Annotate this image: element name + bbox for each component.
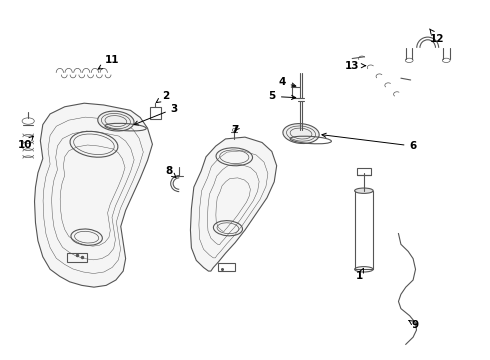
Polygon shape — [34, 103, 152, 287]
Text: 11: 11 — [98, 55, 120, 69]
Bar — [67, 253, 87, 262]
Ellipse shape — [355, 188, 373, 193]
Ellipse shape — [98, 111, 134, 131]
Text: 6: 6 — [322, 133, 416, 151]
Bar — [355, 191, 373, 269]
Text: 10: 10 — [18, 136, 33, 150]
Text: 7: 7 — [232, 125, 239, 135]
Text: 9: 9 — [409, 320, 419, 330]
Bar — [357, 168, 371, 175]
Text: 8: 8 — [165, 166, 176, 177]
Polygon shape — [191, 137, 277, 271]
Text: 2: 2 — [156, 91, 169, 103]
Text: 5: 5 — [269, 91, 295, 102]
Bar — [150, 107, 161, 118]
Bar — [218, 263, 235, 271]
Text: 13: 13 — [345, 61, 366, 71]
Ellipse shape — [283, 123, 319, 144]
Text: 12: 12 — [430, 29, 445, 44]
Text: 1: 1 — [356, 268, 364, 282]
Text: 4: 4 — [278, 77, 296, 87]
Text: 3: 3 — [134, 104, 178, 125]
